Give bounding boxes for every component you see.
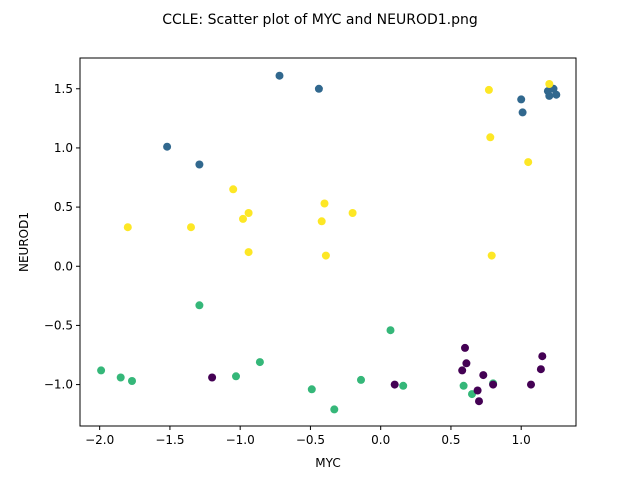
scatter-point — [97, 366, 106, 375]
x-tick-label: 0.5 — [441, 433, 460, 447]
scatter-point — [390, 380, 399, 389]
scatter-point — [239, 214, 247, 223]
scatter-point — [518, 108, 527, 117]
scatter-point — [489, 380, 498, 389]
scatter-point — [527, 380, 535, 389]
y-tick-label: 0.5 — [54, 200, 73, 214]
scatter-point — [208, 373, 217, 382]
scatter-point — [484, 85, 493, 94]
x-tick-label: 0.0 — [371, 433, 390, 447]
scatter-point — [232, 372, 240, 381]
x-axis: −2.0 −1.5 −1.0 −0.5 0.0 0.5 1.0 — [85, 426, 531, 447]
y-tick-label: −0.5 — [44, 318, 73, 332]
scatter-point — [479, 371, 488, 380]
scatter-point — [386, 326, 395, 335]
y-tick-label: 1.0 — [54, 141, 73, 155]
scatter-point — [473, 386, 482, 395]
scatter-point — [187, 223, 195, 232]
scatter-point — [314, 84, 323, 93]
scatter-point — [123, 223, 132, 232]
points-layer — [97, 71, 561, 414]
scatter-point — [163, 142, 172, 151]
scatter-point — [116, 373, 125, 382]
scatter-point — [461, 343, 469, 352]
scatter-point — [255, 358, 264, 367]
y-tick-label: 0.0 — [54, 259, 73, 273]
scatter-point — [462, 359, 471, 368]
scatter-point — [486, 133, 495, 142]
scatter-point — [552, 90, 561, 99]
y-axis: −1.0 −0.5 0.0 0.5 1.0 1.5 — [44, 82, 80, 392]
scatter-point — [321, 251, 330, 260]
scatter-point — [545, 80, 554, 88]
x-tick-label: −2.0 — [85, 433, 114, 447]
scatter-point — [517, 95, 526, 104]
scatter-point — [538, 352, 547, 361]
scatter-point — [275, 71, 284, 80]
scatter-point — [244, 248, 253, 257]
x-axis-label: MYC — [315, 456, 340, 470]
scatter-point — [458, 366, 467, 375]
x-tick-label: −0.5 — [296, 433, 325, 447]
plot-frame — [79, 57, 577, 427]
scatter-point — [348, 209, 357, 217]
scatter-point — [330, 405, 339, 414]
scatter-point — [536, 365, 545, 374]
scatter-point — [487, 251, 496, 260]
x-tick-label: 1.0 — [512, 433, 531, 447]
scatter-point — [128, 377, 136, 385]
scatter-point — [317, 217, 326, 226]
y-axis-label: NEUROD1 — [17, 212, 31, 272]
x-tick-label: −1.5 — [155, 433, 184, 447]
y-tick-label: 1.5 — [54, 82, 73, 96]
y-tick-label: −1.0 — [44, 378, 73, 392]
scatter-point — [244, 209, 253, 217]
chart-title: CCLE: Scatter plot of MYC and NEUROD1.pn… — [162, 12, 478, 28]
scatter-point — [229, 185, 238, 194]
scatter-point — [545, 91, 554, 100]
scatter-point — [475, 397, 483, 406]
scatter-point — [320, 199, 329, 208]
scatter-point — [399, 381, 408, 390]
scatter-point — [195, 160, 204, 169]
scatter-point — [307, 385, 316, 394]
scatter-point — [459, 381, 468, 390]
x-tick-label: −1.0 — [226, 433, 255, 447]
scatter-point — [357, 375, 365, 384]
scatter-point — [524, 158, 533, 167]
scatter-point — [195, 301, 204, 310]
